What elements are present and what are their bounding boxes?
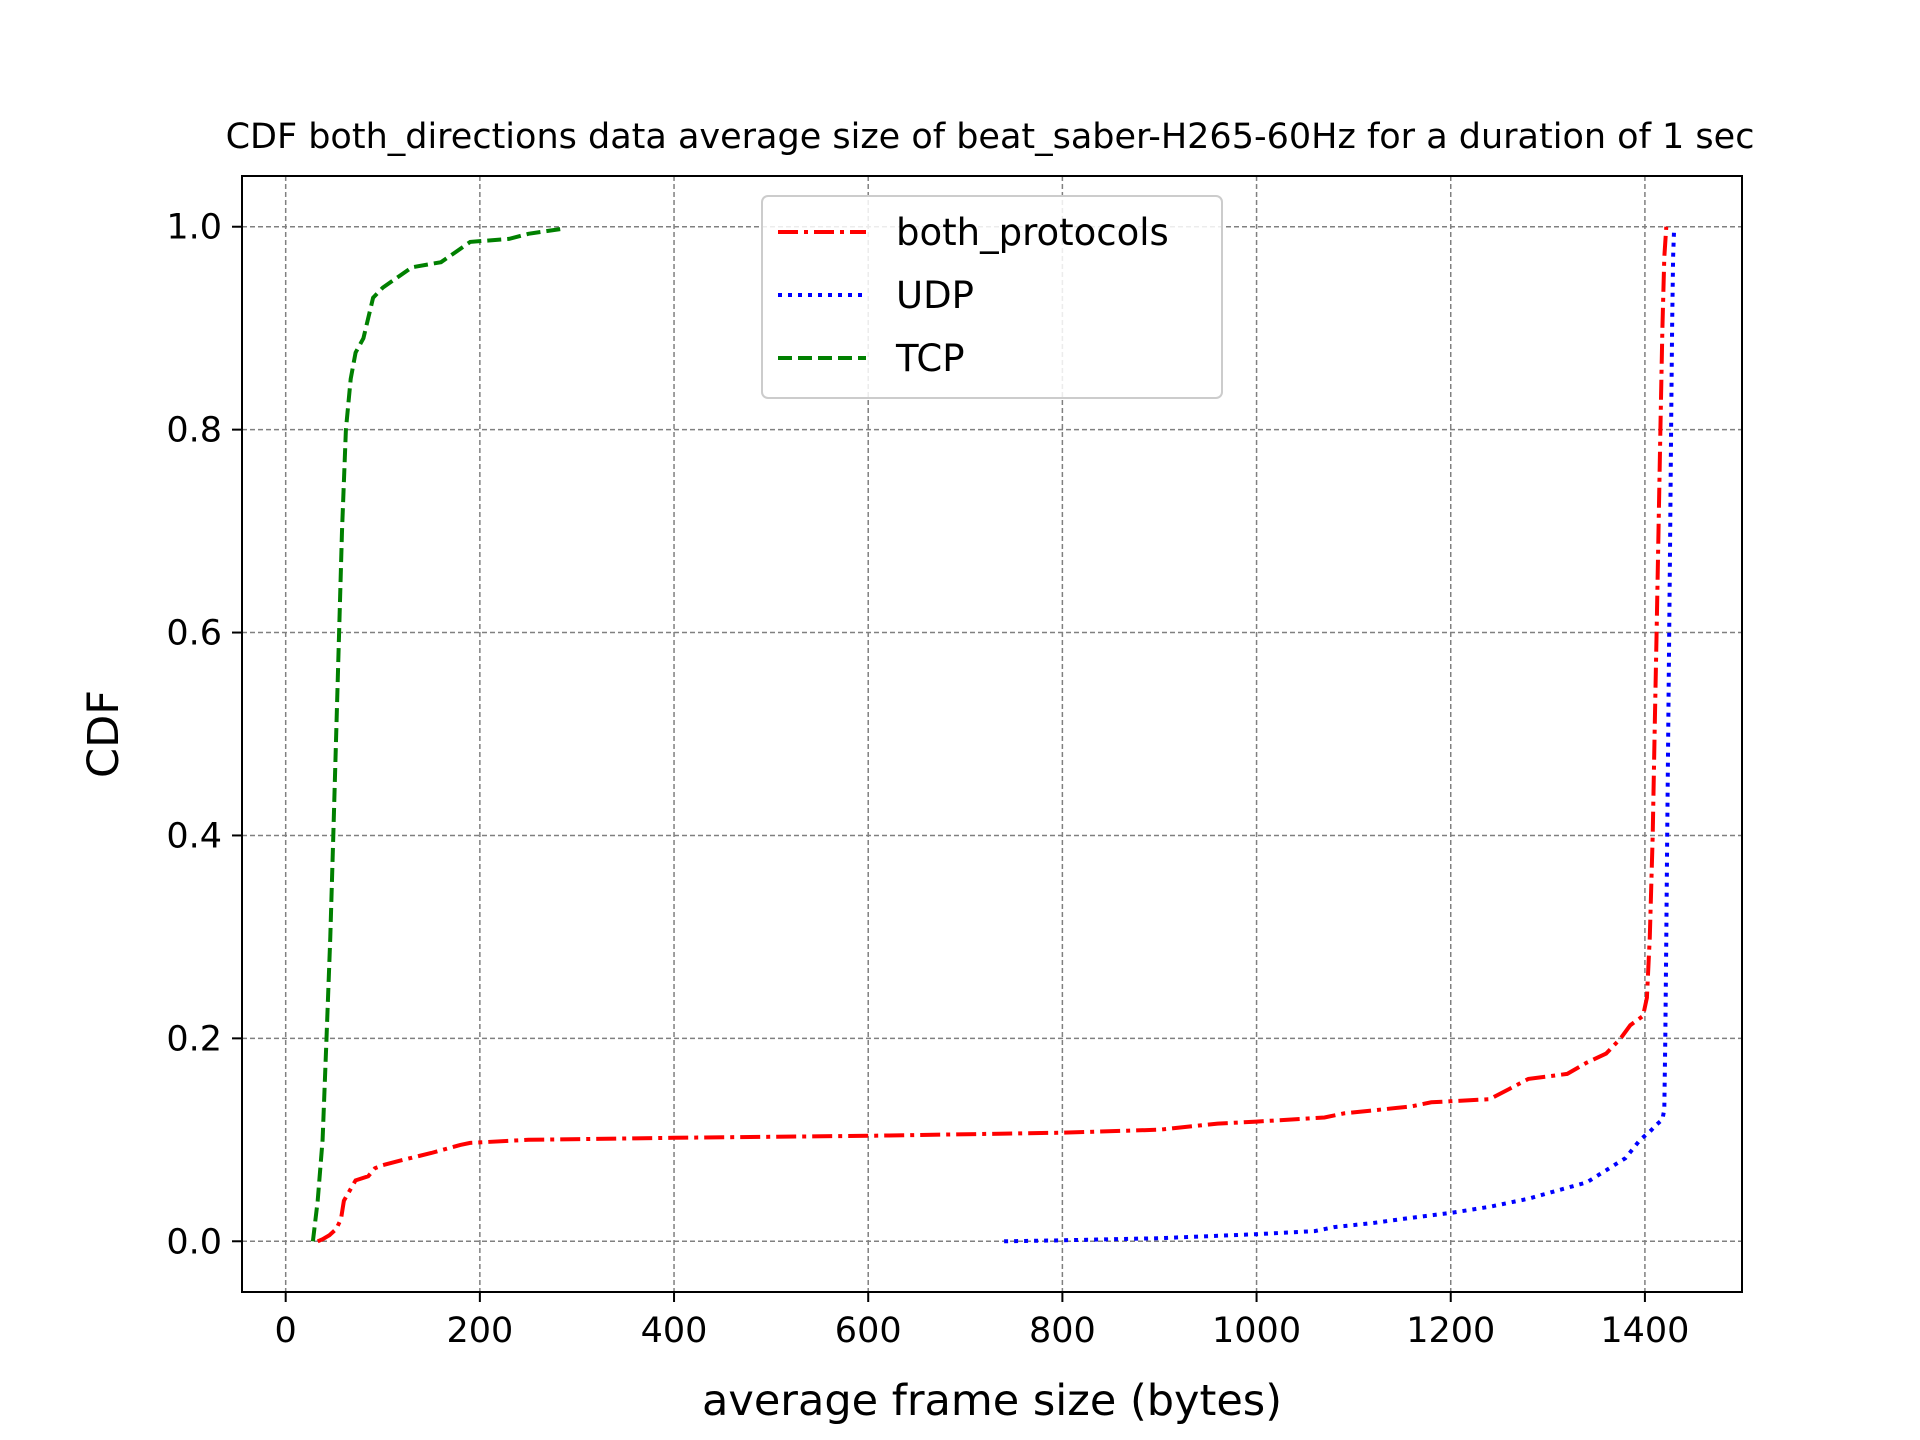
x-tick-label: 0 bbox=[275, 1311, 297, 1351]
series-line-udp bbox=[1004, 231, 1676, 1244]
x-tick-label: 800 bbox=[1029, 1311, 1096, 1351]
legend-box bbox=[761, 195, 1223, 399]
y-tick-label: 0.2 bbox=[166, 1019, 222, 1059]
legend: both_protocols UDP TCP bbox=[761, 195, 1223, 399]
series-lines bbox=[310, 226, 1676, 1244]
x-axis-label: average frame size (bytes) bbox=[702, 1376, 1282, 1426]
x-tick-label: 400 bbox=[641, 1311, 708, 1351]
axis-ticks: 0 200 400 600 800 1000 1200 1400 0.0 0.2 0.4 0.6 0.8… bbox=[166, 208, 1689, 1351]
y-tick-label: 0.8 bbox=[166, 411, 222, 451]
y-tick-label: 0.6 bbox=[166, 614, 222, 654]
legend-label: TCP bbox=[895, 337, 965, 380]
legend-label: both_protocols bbox=[896, 211, 1169, 254]
y-axis-label: CDF bbox=[79, 690, 129, 778]
chart-title: CDF both_directions data average size of… bbox=[226, 117, 1755, 157]
series-line-both-protocols bbox=[316, 226, 1669, 1244]
plot-frame bbox=[241, 175, 1743, 1293]
x-tick-label: 200 bbox=[446, 1311, 513, 1351]
x-tick-label: 600 bbox=[835, 1311, 902, 1351]
x-tick-label: 1000 bbox=[1212, 1311, 1301, 1351]
legend-label: UDP bbox=[896, 274, 974, 317]
x-tick-label: 1400 bbox=[1600, 1311, 1689, 1351]
y-tick-label: 0.4 bbox=[166, 816, 222, 856]
y-tick-label: 1.0 bbox=[166, 208, 222, 248]
series-line-tcp bbox=[310, 226, 563, 1242]
x-tick-label: 1200 bbox=[1406, 1311, 1495, 1351]
y-tick-label: 0.0 bbox=[166, 1222, 222, 1262]
